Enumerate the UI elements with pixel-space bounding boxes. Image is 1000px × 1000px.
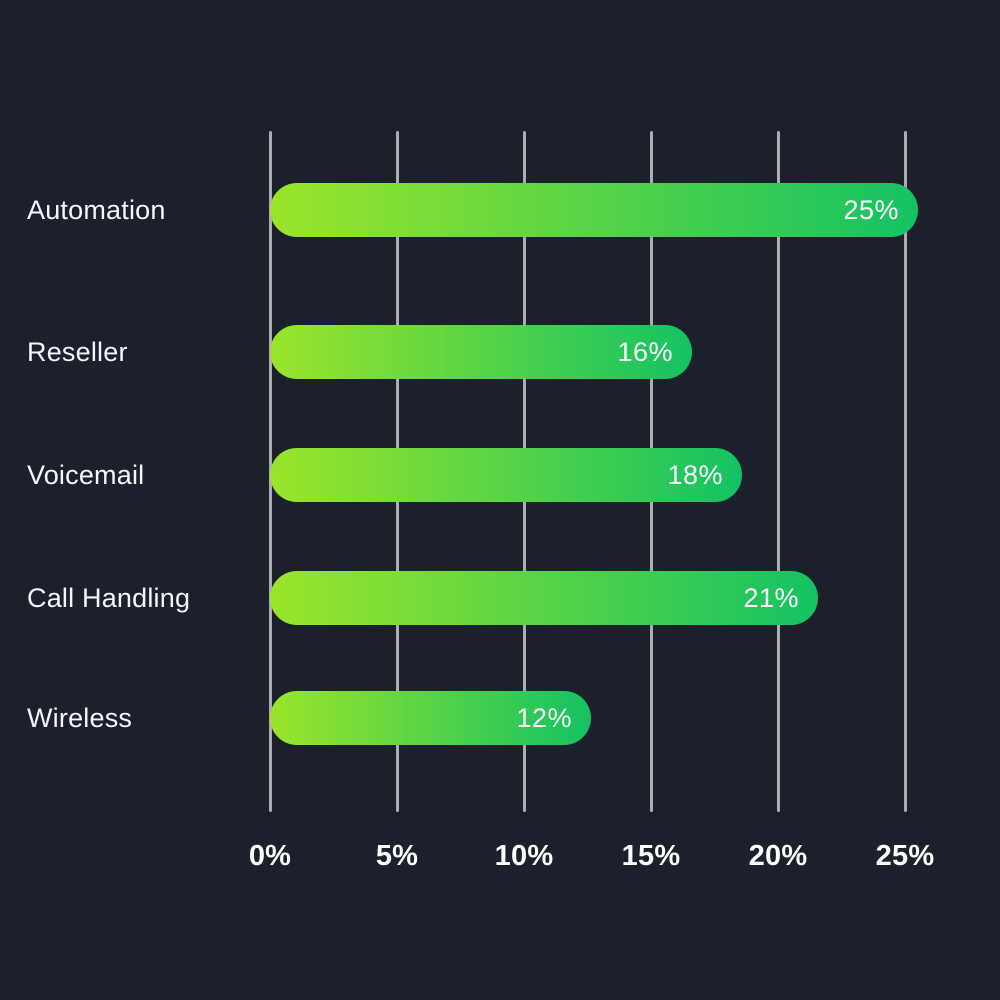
bar-value-label: 18%	[667, 459, 723, 490]
category-label: Wireless	[27, 702, 133, 733]
gridline	[776, 131, 780, 812]
x-axis-tick-label: 20%	[748, 840, 808, 872]
x-axis-tick-label: 0%	[248, 840, 292, 872]
category-label: Call Handling	[27, 582, 191, 613]
bar-value-label: 16%	[617, 336, 673, 367]
bar-wireless: 12%	[270, 691, 591, 745]
x-axis-tick-label: 15%	[621, 840, 681, 872]
bar-value-label: 12%	[516, 702, 572, 733]
bar-call-handling: 21%	[270, 571, 818, 625]
x-axis-tick-label: 25%	[875, 840, 935, 872]
category-label: Voicemail	[27, 459, 145, 490]
bar-value-label: 25%	[843, 194, 899, 225]
x-axis-tick-label: 5%	[375, 840, 419, 872]
bar-value-label: 21%	[743, 582, 799, 613]
category-label: Automation	[27, 194, 166, 225]
bar-reseller: 16%	[270, 325, 692, 379]
bar-voicemail: 18%	[270, 448, 742, 502]
bar-automation: 25%	[270, 183, 918, 237]
gridline	[903, 131, 907, 812]
x-axis-tick-label: 10%	[494, 840, 554, 872]
category-label: Reseller	[27, 336, 128, 367]
